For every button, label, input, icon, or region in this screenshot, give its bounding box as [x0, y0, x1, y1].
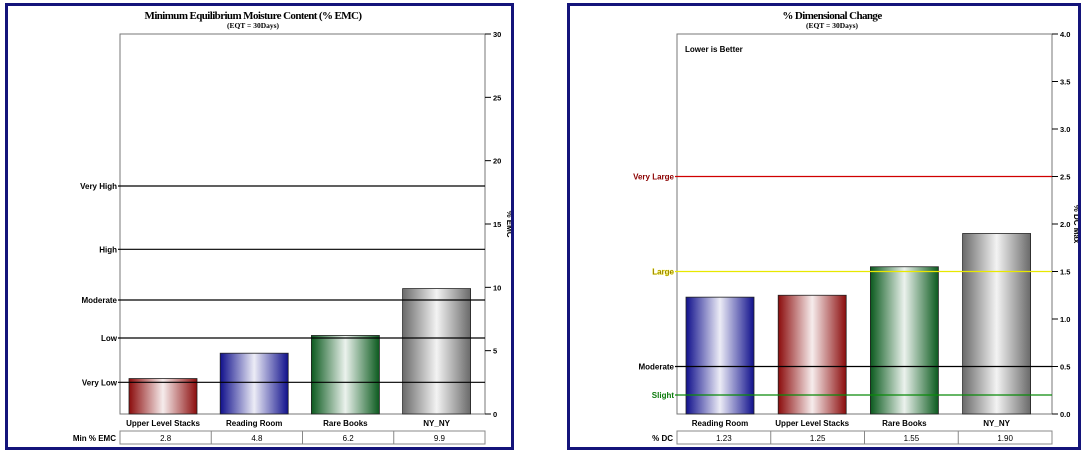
category-label: Reading Room [692, 419, 748, 428]
data-table-cell: 1.90 [997, 434, 1013, 443]
y-tick-label: 0 [493, 410, 497, 419]
y-tick-label: 2.5 [1060, 173, 1070, 182]
data-table-cell: 1.23 [716, 434, 732, 443]
reference-line-label: Very High [80, 182, 117, 191]
reference-line-label: Very Large [633, 173, 674, 182]
y-tick-label: 0.0 [1060, 410, 1070, 419]
y-tick-label: 0.5 [1060, 363, 1070, 372]
y-tick-label: 25 [493, 93, 501, 102]
emc-chart-panel: Minimum Equilibrium Moisture Content (% … [5, 3, 514, 450]
bar [962, 233, 1032, 415]
y-tick-label: 3.5 [1060, 78, 1070, 87]
category-label: NY_NY [983, 419, 1010, 428]
y-tick-label: 5 [493, 347, 497, 356]
reference-line-label: Large [652, 268, 674, 277]
reference-line-label: Low [101, 334, 118, 343]
data-table-cell: 1.55 [904, 434, 920, 443]
y-axis-label: % EMC [505, 210, 511, 237]
bar [869, 266, 939, 415]
bar [219, 352, 289, 415]
data-table-cell: 4.8 [251, 434, 263, 443]
data-table-cell: 9.9 [434, 434, 446, 443]
data-table-row-label: % DC [652, 434, 673, 443]
reference-line-label: Slight [652, 391, 675, 400]
bar [402, 288, 472, 415]
y-tick-label: 20 [493, 157, 501, 166]
bar [777, 294, 847, 415]
y-tick-label: 1.5 [1060, 268, 1070, 277]
y-tick-label: 3.0 [1060, 125, 1070, 134]
bar [128, 378, 198, 415]
data-table-cell: 1.25 [810, 434, 826, 443]
chart-annotation: Lower is Better [685, 45, 743, 54]
chart-title: % Dimensional Change [782, 10, 882, 22]
dimensional-change-chart: % Dimensional Change(EQT = 30Days) Lower … [633, 10, 1078, 445]
reference-line-label: Moderate [638, 363, 674, 372]
dimensional-change-chart-panel: % Dimensional Change (EQT = 30Days) Lower … [567, 3, 1081, 450]
bar [310, 335, 380, 415]
y-tick-label: 30 [493, 30, 501, 39]
y-axis-label: % DC Max [1072, 205, 1078, 244]
data-table-cell: 6.2 [343, 434, 355, 443]
y-tick-label: 4.0 [1060, 30, 1070, 39]
category-label: Upper Level Stacks [775, 419, 849, 428]
reference-line-label: Very Low [82, 378, 118, 387]
chart-subtitle: (EQT = 30Days) [227, 21, 280, 30]
y-tick-label: 2.0 [1060, 220, 1070, 229]
data-table-cell: 2.8 [160, 434, 172, 443]
category-label: Rare Books [323, 419, 368, 428]
category-label: NY_NY [423, 419, 450, 428]
bar [685, 296, 755, 415]
data-table-row-label: Min % EMC [73, 434, 116, 443]
chart-subtitle: (EQT = 30Days) [806, 21, 859, 30]
y-tick-label: 15 [493, 220, 501, 229]
category-label: Reading Room [226, 419, 282, 428]
reference-line-label: Moderate [81, 296, 117, 305]
category-label: Upper Level Stacks [126, 419, 200, 428]
reference-line-label: High [99, 245, 117, 254]
y-tick-label: 10 [493, 283, 501, 292]
emc-chart: Minimum Equilibrium Moisture Content (% … [73, 10, 511, 445]
y-tick-label: 1.0 [1060, 315, 1070, 324]
chart-title: Minimum Equilibrium Moisture Content (% … [145, 10, 363, 22]
category-label: Rare Books [882, 419, 927, 428]
